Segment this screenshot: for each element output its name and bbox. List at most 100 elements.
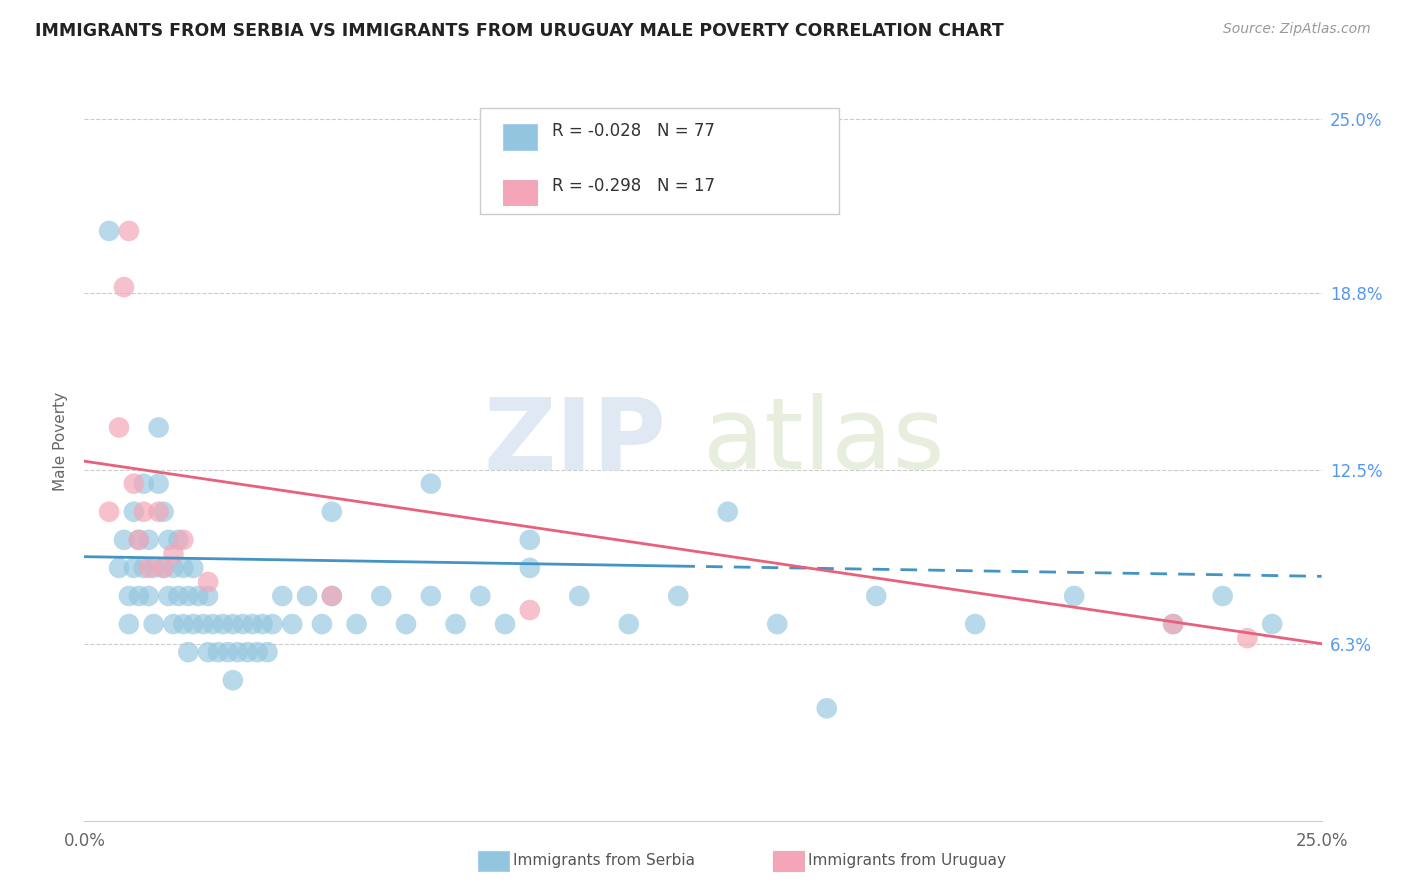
Point — [187, 589, 209, 603]
Point — [222, 617, 245, 632]
Point — [162, 561, 184, 575]
Point — [321, 589, 343, 603]
Point — [321, 589, 343, 603]
Point — [108, 561, 131, 575]
Point — [152, 561, 174, 575]
Point — [271, 589, 294, 603]
Point — [1161, 617, 1184, 632]
Point — [128, 533, 150, 547]
Point — [1212, 589, 1234, 603]
Point — [965, 617, 987, 632]
FancyBboxPatch shape — [502, 124, 537, 150]
Point — [157, 533, 180, 547]
Point — [132, 476, 155, 491]
Point — [766, 617, 789, 632]
Point — [167, 533, 190, 547]
Point — [132, 505, 155, 519]
Point — [122, 505, 145, 519]
Point — [1236, 631, 1258, 645]
Point — [112, 533, 135, 547]
Point — [262, 617, 284, 632]
Point — [98, 224, 121, 238]
Point — [666, 589, 689, 603]
Point — [142, 617, 165, 632]
Point — [118, 589, 141, 603]
Point — [236, 645, 259, 659]
Y-axis label: Male Poverty: Male Poverty — [53, 392, 69, 491]
Point — [142, 561, 165, 575]
Point — [252, 617, 274, 632]
Point — [167, 589, 190, 603]
Text: ZIP: ZIP — [484, 393, 666, 490]
Text: atlas: atlas — [703, 393, 945, 490]
Text: R = -0.298   N = 17: R = -0.298 N = 17 — [553, 177, 716, 195]
Point — [177, 589, 200, 603]
Text: Source: ZipAtlas.com: Source: ZipAtlas.com — [1223, 22, 1371, 37]
Point — [815, 701, 838, 715]
Text: Immigrants from Uruguay: Immigrants from Uruguay — [808, 854, 1007, 868]
Point — [242, 617, 264, 632]
Text: R = -0.028   N = 77: R = -0.028 N = 77 — [553, 121, 714, 140]
Point — [118, 617, 141, 632]
Point — [370, 589, 392, 603]
Point — [311, 617, 333, 632]
Point — [132, 561, 155, 575]
Point — [419, 589, 441, 603]
Point — [118, 224, 141, 238]
Point — [128, 589, 150, 603]
Point — [321, 505, 343, 519]
Point — [148, 420, 170, 434]
Point — [98, 505, 121, 519]
Point — [717, 505, 740, 519]
Point — [122, 476, 145, 491]
Point — [444, 617, 467, 632]
Point — [865, 589, 887, 603]
Point — [222, 673, 245, 688]
Point — [148, 476, 170, 491]
Point — [148, 505, 170, 519]
Point — [395, 617, 418, 632]
Point — [226, 645, 249, 659]
Point — [138, 561, 160, 575]
Point — [197, 574, 219, 589]
Point — [212, 617, 235, 632]
Point — [177, 645, 200, 659]
Point — [172, 533, 194, 547]
Point — [108, 420, 131, 434]
Point — [617, 617, 640, 632]
Bar — [773, 851, 804, 871]
Point — [191, 617, 214, 632]
Point — [162, 617, 184, 632]
Point — [172, 617, 194, 632]
Point — [346, 617, 368, 632]
Point — [128, 533, 150, 547]
Text: IMMIGRANTS FROM SERBIA VS IMMIGRANTS FROM URUGUAY MALE POVERTY CORRELATION CHART: IMMIGRANTS FROM SERBIA VS IMMIGRANTS FRO… — [35, 22, 1004, 40]
Bar — [478, 851, 509, 871]
Point — [217, 645, 239, 659]
Point — [568, 589, 591, 603]
Point — [1261, 617, 1284, 632]
Point — [256, 645, 278, 659]
Point — [207, 645, 229, 659]
FancyBboxPatch shape — [502, 179, 537, 205]
Point — [138, 589, 160, 603]
Point — [470, 589, 492, 603]
Point — [202, 617, 225, 632]
Point — [181, 617, 204, 632]
Point — [494, 617, 516, 632]
Point — [197, 645, 219, 659]
Point — [138, 533, 160, 547]
Point — [162, 547, 184, 561]
Point — [197, 589, 219, 603]
Point — [1161, 617, 1184, 632]
Point — [122, 561, 145, 575]
Point — [519, 533, 541, 547]
Point — [281, 617, 304, 632]
Point — [232, 617, 254, 632]
Point — [1063, 589, 1085, 603]
Point — [519, 561, 541, 575]
Point — [295, 589, 318, 603]
Point — [112, 280, 135, 294]
Point — [419, 476, 441, 491]
Point — [152, 505, 174, 519]
